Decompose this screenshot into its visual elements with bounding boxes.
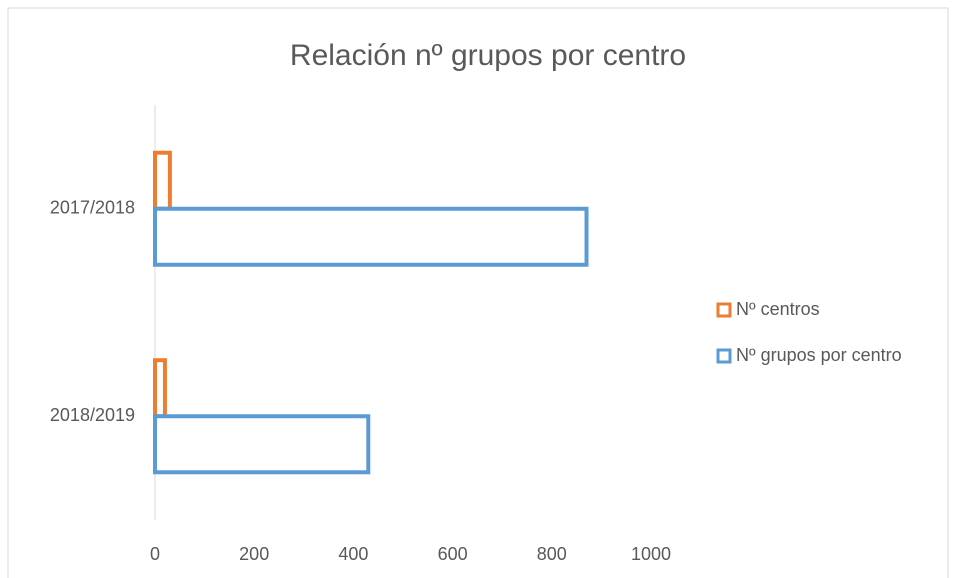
legend-swatch [716, 348, 732, 364]
legend-swatch [716, 302, 732, 318]
bar [153, 358, 167, 419]
x-tick-label: 200 [239, 544, 269, 564]
x-tick-label: 0 [150, 544, 160, 564]
y-tick-label: 2017/2018 [50, 198, 135, 218]
x-tick-label: 800 [537, 544, 567, 564]
legend-label: Nº grupos por centro [736, 345, 902, 365]
chart-title: Relación nº grupos por centro [290, 39, 686, 72]
legend-label: Nº centros [736, 299, 820, 319]
x-tick-label: 400 [338, 544, 368, 564]
chart-frame [7, 7, 949, 578]
x-tick-label: 1000 [631, 544, 671, 564]
bar [153, 206, 589, 267]
bar [153, 150, 172, 211]
y-tick-label: 2018/2019 [50, 405, 135, 425]
x-tick-label: 600 [438, 544, 468, 564]
bar [153, 414, 371, 475]
